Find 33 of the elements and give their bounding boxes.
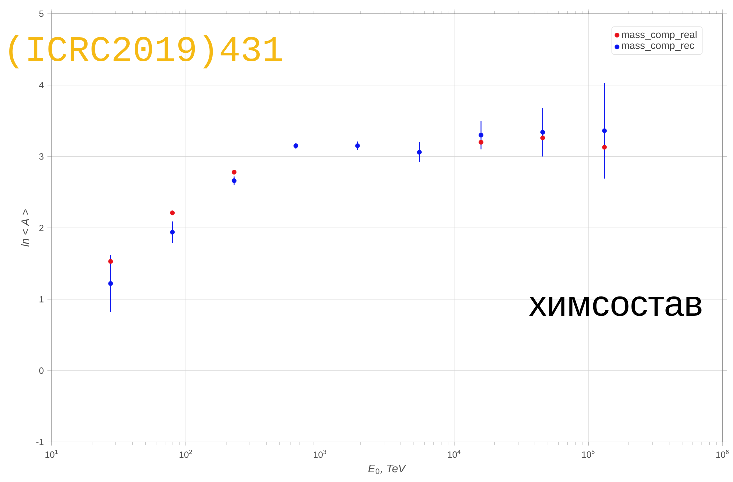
point	[232, 178, 237, 184]
y-tick-label: -1	[36, 439, 44, 446]
point	[478, 132, 484, 138]
point	[170, 230, 176, 235]
legend-label: mass_comp_rec	[622, 44, 694, 52]
point	[108, 259, 114, 264]
point	[108, 281, 114, 286]
legend-label: mass_comp_real	[622, 30, 697, 40]
point	[478, 140, 484, 145]
x-tick-label: 10$^{5}$	[582, 450, 595, 458]
x-tick-label: 10$^{1}$	[46, 450, 58, 458]
x-tick-label: 10$^{2}$	[180, 450, 192, 458]
x-tick-label: 10$^{3}$	[314, 450, 326, 458]
y-tick-label: 1	[40, 296, 44, 302]
y-tick-label: 3	[39, 153, 44, 160]
point	[602, 128, 608, 134]
point	[232, 170, 237, 175]
x-tick-label: 10$^{6}$	[716, 450, 729, 458]
point	[602, 144, 608, 150]
point	[540, 130, 546, 135]
annotation: (ICRC2019)431	[10, 35, 282, 69]
x-tick-label: 10$^{4}$	[448, 450, 461, 458]
point	[355, 144, 360, 148]
annotation: химсостав	[529, 296, 702, 316]
y-tick-label: 0	[39, 368, 44, 374]
point	[540, 136, 546, 140]
y-axis-title: ln < A >	[21, 210, 30, 247]
y-tick-label: 5	[40, 10, 44, 18]
x-axis-title: E$_{0}$, TeV	[368, 464, 406, 474]
point	[417, 150, 422, 155]
point	[170, 210, 176, 216]
y-tick-label: 2	[40, 224, 44, 232]
y-tick-label: 4	[39, 82, 44, 88]
